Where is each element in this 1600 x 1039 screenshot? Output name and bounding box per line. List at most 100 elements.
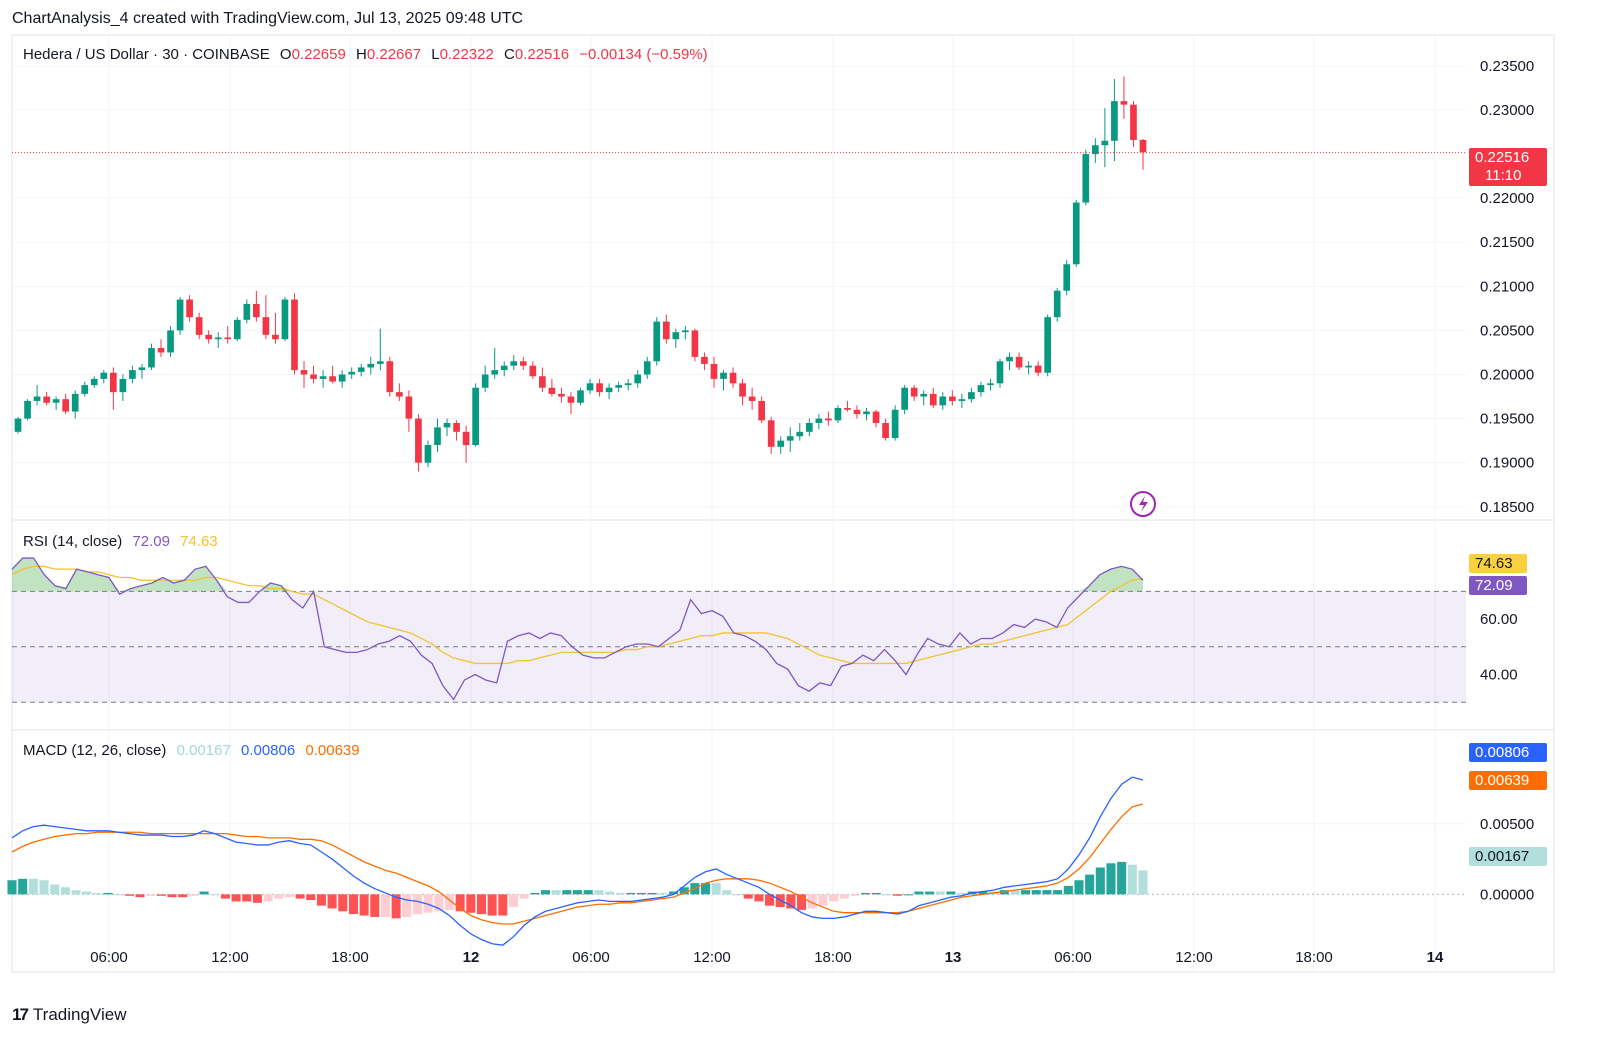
candle-body bbox=[167, 330, 174, 353]
candle-body bbox=[634, 374, 642, 384]
lightning-icon-glyph bbox=[1139, 496, 1148, 512]
macd-histogram-bar bbox=[871, 892, 881, 895]
macd-histogram-bar bbox=[1085, 874, 1095, 895]
candle-body bbox=[1053, 290, 1061, 318]
price-axis-label: 0.19500 bbox=[1480, 411, 1534, 428]
macd-histogram-bar bbox=[701, 883, 711, 895]
rsi-line bbox=[11, 557, 1144, 701]
time-axis-label: 12:00 bbox=[693, 949, 731, 966]
candle-body bbox=[548, 387, 556, 394]
candle-body bbox=[662, 321, 670, 340]
macd-line-value: 0.00806 bbox=[240, 742, 296, 759]
macd-histogram-bar bbox=[124, 894, 134, 896]
macd-histogram-bar bbox=[39, 880, 49, 895]
candle-body bbox=[1072, 202, 1080, 265]
candle-body bbox=[805, 423, 813, 432]
rsi-band-fill bbox=[12, 591, 1466, 703]
macd-histogram-bar bbox=[797, 894, 807, 910]
macd-histogram-bar bbox=[530, 892, 540, 895]
candle-body bbox=[329, 376, 336, 382]
candle-body bbox=[615, 385, 622, 388]
macd-histogram-bar bbox=[295, 894, 305, 899]
rsi-overbought-fill bbox=[1078, 566, 1143, 592]
macd-histogram-bar bbox=[882, 894, 892, 896]
macd-histogram-bar bbox=[444, 894, 454, 910]
macd-axis-label: 0.00500 bbox=[1480, 816, 1534, 833]
candle-body bbox=[1111, 101, 1118, 141]
macd-histogram-bar bbox=[722, 890, 732, 895]
candle-body bbox=[1006, 356, 1013, 362]
candle-body bbox=[586, 383, 594, 391]
candle-body bbox=[605, 387, 613, 393]
candle-body bbox=[863, 411, 870, 415]
candle-body bbox=[910, 387, 918, 397]
candle-body bbox=[338, 374, 346, 382]
macd-histogram-bar bbox=[1138, 870, 1148, 895]
candle-body bbox=[1015, 356, 1023, 368]
macd-histogram-bar bbox=[861, 892, 871, 895]
macd-histogram-bar bbox=[210, 894, 220, 896]
macd-histogram-bar bbox=[252, 894, 262, 903]
candle-body bbox=[43, 396, 50, 403]
candle-body bbox=[443, 423, 451, 428]
candle-body bbox=[777, 440, 785, 447]
time-axis-label: 18:00 bbox=[814, 949, 852, 966]
time-axis-label: 14 bbox=[1427, 949, 1444, 966]
candle-body bbox=[758, 400, 765, 421]
open-label: O bbox=[279, 46, 292, 63]
time-axis-label: 06:00 bbox=[572, 949, 610, 966]
candle-body bbox=[682, 330, 689, 333]
macd-histogram-bar bbox=[829, 894, 839, 902]
candle-body bbox=[367, 363, 375, 368]
chart-caption: ChartAnalysis_4 created with TradingView… bbox=[12, 10, 524, 27]
candle-body bbox=[882, 423, 889, 438]
macd-legend: MACD (12, 26, close) 0.00167 0.00806 0.0… bbox=[23, 742, 366, 759]
rsi-label: RSI (14, close) bbox=[23, 533, 123, 550]
candle-body bbox=[510, 361, 518, 366]
candle-body bbox=[948, 396, 956, 401]
macd-histogram-bar bbox=[946, 891, 956, 895]
candle-body bbox=[567, 396, 575, 403]
candle-body bbox=[453, 423, 460, 432]
candle-body bbox=[577, 390, 584, 403]
candle-body bbox=[1044, 317, 1051, 373]
candle-body bbox=[300, 370, 308, 375]
low-value: 0.22322 bbox=[439, 46, 494, 63]
macd-histogram-bar bbox=[999, 890, 1009, 895]
macd-histogram-bar bbox=[466, 894, 476, 913]
candle-body bbox=[14, 418, 22, 432]
macd-histogram-bar bbox=[850, 894, 860, 896]
candle-body bbox=[71, 393, 79, 412]
macd-label: MACD (12, 26, close) bbox=[23, 742, 167, 759]
macd-histogram-bar bbox=[1021, 890, 1031, 895]
macd-histogram-bar bbox=[391, 894, 401, 919]
macd-histogram-bar bbox=[754, 894, 764, 902]
tradingview-logo[interactable]: 17 TradingView bbox=[12, 1005, 126, 1025]
candle-body bbox=[519, 361, 527, 366]
candle-body bbox=[319, 376, 327, 379]
macd-hist-tag: 0.00167 bbox=[1469, 847, 1547, 866]
price-axis-label: 0.23000 bbox=[1480, 102, 1534, 119]
macd-histogram-bar bbox=[178, 894, 188, 898]
candle-body bbox=[500, 365, 508, 371]
candle-body bbox=[596, 383, 603, 393]
macd-signal-line bbox=[11, 803, 1144, 925]
macd-histogram-bar bbox=[114, 894, 124, 896]
rsi-overbought-fill bbox=[119, 566, 228, 592]
chart-frame bbox=[11, 34, 1555, 973]
macd-histogram-bar bbox=[402, 894, 412, 917]
candle-body bbox=[62, 399, 70, 412]
macd-histogram-bar bbox=[1106, 863, 1116, 895]
candle-body bbox=[920, 393, 928, 397]
macd-histogram-bar bbox=[679, 887, 689, 895]
macd-histogram-bar bbox=[508, 894, 519, 908]
macd-histogram-bar bbox=[1042, 890, 1052, 895]
macd-histogram-bar bbox=[60, 887, 70, 895]
candle-body bbox=[767, 420, 775, 447]
time-axis-label: 06:00 bbox=[1054, 949, 1092, 966]
macd-histogram-bar bbox=[167, 894, 177, 898]
candle-body bbox=[272, 334, 279, 340]
price-axis-label: 0.23500 bbox=[1480, 58, 1534, 75]
candle-body bbox=[415, 418, 422, 463]
